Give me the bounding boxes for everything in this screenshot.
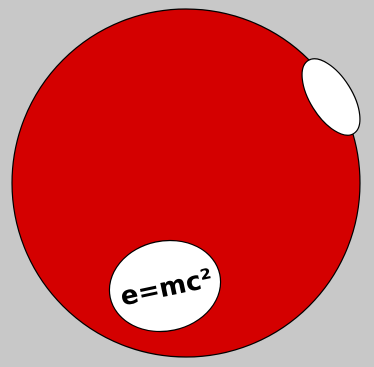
red-ball (11, 8, 361, 358)
ball-highlight (301, 58, 361, 136)
formula-label: e=mc² (108, 239, 222, 333)
formula-label-background (108, 239, 222, 333)
